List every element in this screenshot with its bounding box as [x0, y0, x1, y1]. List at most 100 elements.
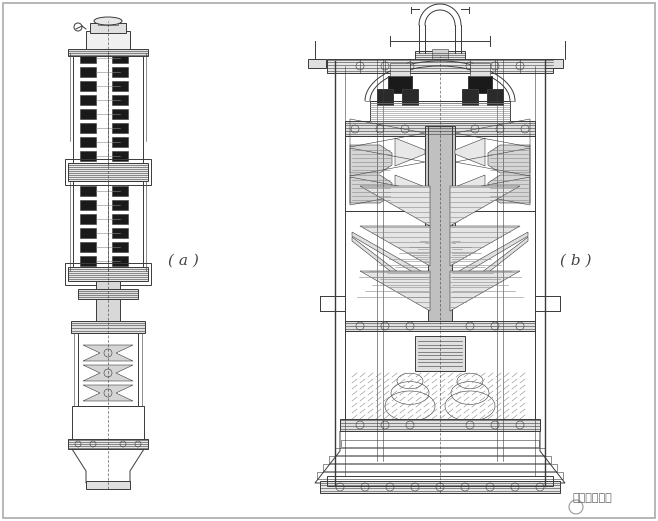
Bar	[329, 456, 551, 463]
Polygon shape	[488, 175, 530, 203]
Bar	[86, 31, 130, 53]
Bar	[80, 137, 96, 147]
Bar	[112, 137, 128, 147]
Bar	[80, 53, 96, 63]
Bar	[112, 200, 128, 210]
Bar	[487, 89, 503, 105]
Polygon shape	[352, 232, 428, 281]
Bar	[390, 63, 410, 76]
Bar	[73, 181, 143, 271]
Bar	[68, 267, 148, 281]
Polygon shape	[83, 385, 133, 401]
Bar	[327, 59, 553, 73]
Bar	[80, 214, 96, 224]
Bar	[308, 59, 326, 68]
Polygon shape	[452, 232, 528, 281]
Polygon shape	[488, 145, 530, 173]
Polygon shape	[350, 145, 392, 173]
Polygon shape	[455, 175, 485, 203]
Bar	[68, 49, 148, 56]
Bar	[112, 109, 128, 119]
Bar	[80, 186, 96, 196]
Bar	[470, 63, 490, 76]
Bar	[96, 281, 120, 326]
Bar	[425, 126, 455, 226]
Bar	[86, 481, 130, 489]
Bar	[71, 321, 145, 333]
Bar	[545, 59, 563, 68]
Polygon shape	[83, 365, 133, 381]
Bar	[78, 333, 138, 406]
Bar	[78, 289, 138, 299]
Bar	[377, 89, 393, 105]
Bar	[345, 121, 535, 136]
Bar	[345, 211, 535, 326]
Bar	[112, 214, 128, 224]
Bar	[80, 81, 96, 91]
Bar	[112, 256, 128, 266]
Bar	[462, 89, 478, 105]
Bar	[340, 419, 540, 431]
Bar	[112, 95, 128, 105]
Polygon shape	[395, 175, 425, 203]
Bar	[341, 440, 539, 447]
Polygon shape	[450, 271, 520, 311]
Bar	[112, 242, 128, 252]
Bar	[415, 336, 465, 371]
Bar	[80, 242, 96, 252]
Bar	[80, 228, 96, 238]
Bar	[112, 228, 128, 238]
Bar	[345, 136, 535, 211]
Bar	[112, 151, 128, 161]
Bar	[327, 476, 553, 486]
Bar	[415, 51, 465, 61]
Bar	[68, 439, 148, 449]
Bar	[90, 23, 126, 33]
Bar	[345, 331, 535, 421]
Bar	[468, 76, 492, 93]
Polygon shape	[360, 271, 430, 311]
Polygon shape	[83, 345, 133, 361]
Bar	[317, 472, 563, 479]
Bar	[323, 464, 557, 471]
Bar	[112, 186, 128, 196]
Bar	[98, 19, 118, 25]
Polygon shape	[455, 138, 485, 166]
Polygon shape	[352, 237, 428, 301]
Bar	[65, 263, 151, 285]
Bar	[80, 200, 96, 210]
Bar	[112, 123, 128, 133]
Bar	[73, 53, 143, 166]
Bar	[112, 67, 128, 77]
Polygon shape	[350, 175, 392, 203]
Bar	[80, 151, 96, 161]
Bar	[388, 76, 412, 93]
Bar	[370, 101, 510, 126]
Bar	[65, 159, 151, 185]
Polygon shape	[450, 226, 520, 266]
Bar	[320, 481, 560, 493]
Bar	[402, 89, 418, 105]
Polygon shape	[452, 237, 528, 301]
Bar	[428, 126, 452, 326]
Bar	[112, 81, 128, 91]
Polygon shape	[450, 186, 520, 226]
Bar	[80, 109, 96, 119]
Bar	[80, 256, 96, 266]
Polygon shape	[360, 186, 430, 226]
Text: ( b ): ( b )	[560, 254, 592, 268]
Bar	[80, 123, 96, 133]
Bar	[335, 448, 545, 455]
Ellipse shape	[94, 17, 122, 25]
Polygon shape	[360, 226, 430, 266]
Bar	[432, 49, 448, 59]
Bar	[72, 406, 144, 441]
Text: ( a ): ( a )	[168, 254, 199, 268]
Polygon shape	[395, 138, 425, 166]
Bar	[345, 321, 535, 331]
Text: 因联智慧诊断: 因联智慧诊断	[572, 493, 612, 503]
Bar	[80, 95, 96, 105]
Bar	[80, 67, 96, 77]
Bar	[112, 53, 128, 63]
Bar	[68, 163, 148, 181]
